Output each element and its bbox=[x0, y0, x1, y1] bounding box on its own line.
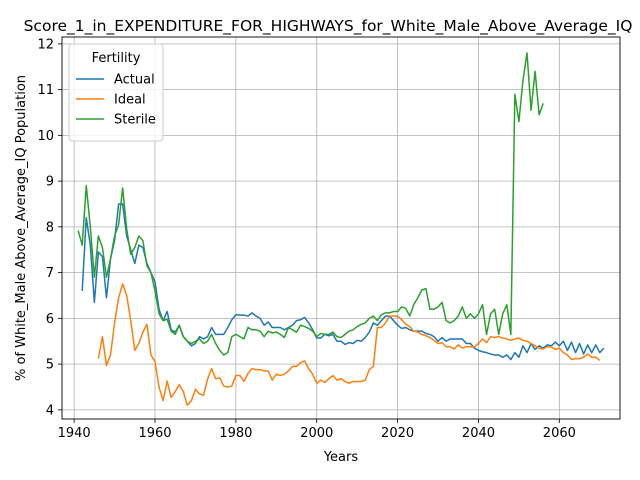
x-axis-label: Years bbox=[323, 450, 359, 465]
legend-entries: Actual Ideal Sterile bbox=[76, 73, 156, 128]
x-tick-label: 1980 bbox=[219, 426, 252, 441]
x-tick-label: 2000 bbox=[300, 426, 333, 441]
x-axis: 1940 1960 1980 2000 2020 2040 2060 bbox=[58, 419, 576, 441]
y-tick-label: 10 bbox=[37, 129, 54, 144]
y-tick-label: 8 bbox=[46, 220, 54, 235]
series-line-sterile bbox=[77, 52, 544, 356]
x-tick-label: 2060 bbox=[543, 426, 576, 441]
legend-label-ideal: Ideal bbox=[114, 93, 146, 108]
y-axis-label: % of White_Male Above_Average_IQ Populat… bbox=[14, 75, 29, 381]
y-axis: 4 5 6 7 8 9 10 11 12 bbox=[37, 37, 62, 418]
series-layer bbox=[77, 52, 605, 407]
x-tick-label: 1960 bbox=[138, 426, 171, 441]
y-tick-label: 12 bbox=[37, 37, 54, 52]
y-tick-label: 11 bbox=[37, 83, 54, 98]
x-tick-label: 1940 bbox=[58, 426, 91, 441]
series-line-actual bbox=[81, 203, 605, 361]
chart-title: Score_1_in_EXPENDITURE_FOR_HIGHWAYS_for_… bbox=[24, 17, 633, 36]
legend-label-actual: Actual bbox=[114, 73, 155, 88]
series-line-ideal bbox=[97, 283, 601, 407]
legend-box bbox=[68, 43, 164, 142]
x-tick-label: 2020 bbox=[381, 426, 414, 441]
legend-label-sterile: Sterile bbox=[114, 113, 156, 128]
legend: Fertility Actual Ideal Sterile bbox=[68, 43, 164, 142]
y-tick-label: 9 bbox=[46, 175, 54, 190]
y-tick-label: 6 bbox=[46, 312, 54, 327]
y-tick-label: 5 bbox=[46, 358, 54, 373]
legend-title: Fertility bbox=[92, 51, 141, 66]
plot-frame bbox=[61, 36, 621, 420]
y-tick-label: 4 bbox=[46, 403, 54, 418]
x-tick-label: 2040 bbox=[462, 426, 495, 441]
y-tick-label: 7 bbox=[46, 266, 54, 281]
